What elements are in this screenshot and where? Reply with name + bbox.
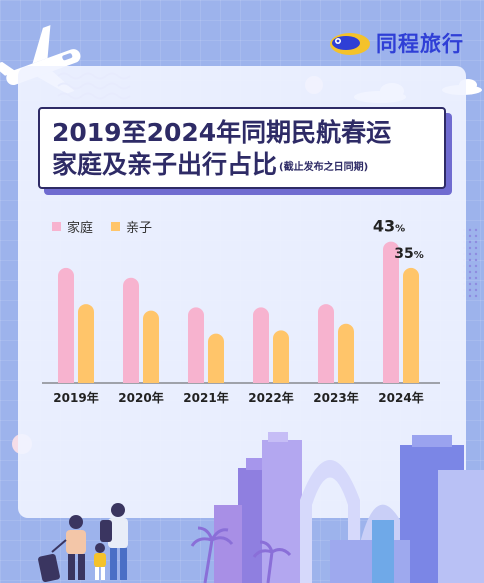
dot	[468, 258, 472, 262]
dot	[474, 258, 478, 262]
dot	[468, 276, 472, 280]
dot	[474, 240, 478, 244]
bar-parent-child-1	[143, 310, 159, 383]
x-tick-label: 2023年	[313, 390, 358, 405]
legend-item-parent-child: 亲子	[111, 217, 152, 236]
dot	[474, 282, 478, 286]
brand-name: 同程旅行	[376, 32, 464, 56]
bar-parent-child-3	[273, 330, 289, 383]
chart-title-line1: 2019至2024年同期民航春运	[52, 118, 392, 147]
bar-family-3	[253, 307, 269, 383]
dot	[474, 234, 478, 238]
dot	[474, 252, 478, 256]
dot	[474, 294, 478, 298]
x-tick-label: 2020年	[118, 390, 163, 405]
bar-parent-child-5	[403, 267, 419, 383]
title-box: 2019至2024年同期民航春运 家庭及亲子出行占比 (截止发布之日同期)	[38, 107, 446, 189]
legend-label-parent-child: 亲子	[126, 221, 153, 236]
dot	[468, 288, 472, 292]
legend-item-family: 家庭	[52, 217, 93, 236]
bar-parent-child-2	[208, 333, 224, 383]
bar-family-0	[58, 267, 74, 383]
brand-logo: 同程旅行	[328, 28, 464, 58]
bar-family-2	[188, 307, 204, 383]
chart-title-text: 家庭及亲子出行占比	[52, 150, 278, 179]
x-tick-label: 2021年	[183, 390, 228, 405]
dot	[468, 240, 472, 244]
chart-title-line2: 家庭及亲子出行占比 (截止发布之日同期)	[52, 149, 432, 184]
logo-icon	[330, 33, 370, 55]
dot	[468, 270, 472, 274]
bar-family-4	[318, 304, 334, 383]
legend-label-family: 家庭	[67, 221, 94, 236]
data-label-family: 43%	[373, 217, 405, 236]
dot	[474, 276, 478, 280]
dot	[474, 246, 478, 250]
bar-parent-child-0	[78, 304, 94, 383]
legend-swatch-family	[52, 222, 61, 231]
dot	[474, 270, 478, 274]
dot	[474, 228, 478, 232]
bar-parent-child-4	[338, 323, 354, 383]
dot	[468, 282, 472, 286]
dot	[468, 246, 472, 250]
data-label-parent-child: 35%	[394, 246, 424, 262]
x-tick-label: 2024年	[378, 390, 423, 405]
chart-legend: 家庭 亲子	[52, 217, 152, 236]
dot	[468, 294, 472, 298]
x-tick-label: 2019年	[53, 390, 98, 405]
dot	[474, 288, 478, 292]
dot	[474, 264, 478, 268]
bar-family-5	[383, 241, 399, 383]
dot	[468, 228, 472, 232]
dot	[468, 234, 472, 238]
chart-title-note: (截止发布之日同期)	[279, 162, 369, 173]
bar-family-1	[123, 277, 139, 383]
dot	[468, 264, 472, 268]
x-tick-label: 2022年	[248, 390, 293, 405]
legend-swatch-parent-child	[111, 222, 121, 231]
dot	[468, 252, 472, 256]
